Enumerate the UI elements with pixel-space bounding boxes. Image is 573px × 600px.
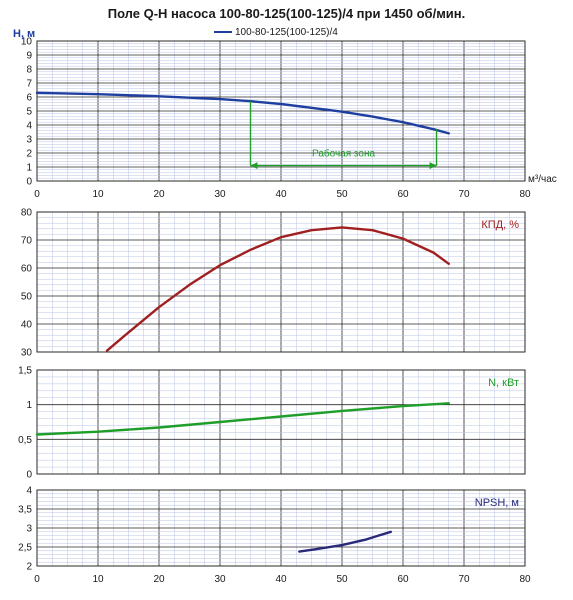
y-tick-label: 70 bbox=[21, 236, 33, 247]
x-tick-label: 0 bbox=[34, 574, 40, 585]
x-tick-label: 30 bbox=[214, 574, 226, 585]
work-zone-arrow-right bbox=[429, 162, 437, 170]
panel-0 bbox=[35, 40, 526, 182]
panel-frame bbox=[36, 211, 526, 353]
x-tick-label: 10 bbox=[92, 574, 104, 585]
panel-frame bbox=[36, 489, 526, 567]
panel-label: NPSH, м bbox=[475, 497, 519, 509]
series-line bbox=[35, 91, 450, 135]
y-tick-label: 60 bbox=[21, 264, 33, 275]
panel-frame bbox=[36, 40, 526, 182]
y-tick-label: 50 bbox=[21, 292, 33, 303]
y-tick-label: 0 bbox=[26, 470, 32, 481]
y-axis-label: H, м bbox=[13, 28, 35, 40]
x-tick-label: 40 bbox=[275, 189, 287, 200]
y-tick-label: 2 bbox=[26, 562, 32, 573]
x-tick-label: 30 bbox=[214, 189, 226, 200]
y-tick-label: 1 bbox=[26, 163, 32, 174]
x-tick-label: 60 bbox=[397, 574, 409, 585]
panel-frame bbox=[36, 369, 526, 475]
legend: 100-80-125(100-125)/4 bbox=[214, 27, 338, 38]
x-tick-label: 40 bbox=[275, 574, 287, 585]
legend-swatch bbox=[214, 31, 232, 34]
panel-2 bbox=[35, 369, 526, 475]
legend-label: 100-80-125(100-125)/4 bbox=[235, 27, 338, 38]
y-tick-label: 0 bbox=[26, 177, 32, 188]
panel-label: КПД, % bbox=[481, 219, 519, 231]
y-tick-label: 2 bbox=[26, 149, 32, 160]
x-tick-label: 20 bbox=[153, 574, 165, 585]
y-tick-label: 0,5 bbox=[18, 435, 32, 446]
y-tick-label: 7 bbox=[26, 79, 32, 90]
y-tick-label: 6 bbox=[26, 93, 32, 104]
panel-1 bbox=[36, 211, 526, 353]
x-tick-label: 10 bbox=[92, 189, 104, 200]
chart-title: Поле Q-H насоса 100-80-125(100-125)/4 пр… bbox=[107, 6, 466, 21]
y-tick-label: 80 bbox=[21, 208, 33, 219]
y-tick-label: 3 bbox=[26, 135, 32, 146]
panel-label: N, кВт bbox=[488, 377, 519, 389]
series-line bbox=[105, 226, 450, 352]
work-zone-label: Рабочая зона bbox=[312, 148, 375, 160]
y-tick-label: 9 bbox=[26, 51, 32, 62]
y-tick-label: 30 bbox=[21, 348, 33, 359]
x-unit-label: м³/час bbox=[528, 174, 557, 185]
y-tick-label: 4 bbox=[26, 486, 32, 497]
x-tick-label: 60 bbox=[397, 189, 409, 200]
work-zone-arrow-left bbox=[250, 162, 258, 170]
panel-3 bbox=[36, 489, 526, 567]
x-tick-label: 0 bbox=[34, 189, 40, 200]
x-tick-label: 50 bbox=[336, 574, 348, 585]
y-tick-label: 3,5 bbox=[18, 505, 32, 516]
y-tick-label: 5 bbox=[26, 107, 32, 118]
x-tick-label: 80 bbox=[519, 574, 531, 585]
x-tick-label: 70 bbox=[458, 574, 470, 585]
x-tick-label: 80 bbox=[519, 189, 531, 200]
y-tick-label: 1 bbox=[26, 400, 32, 411]
x-tick-label: 50 bbox=[336, 189, 348, 200]
y-tick-label: 2,5 bbox=[18, 543, 32, 554]
series-line bbox=[298, 530, 392, 553]
y-tick-label: 3 bbox=[26, 524, 32, 535]
x-tick-label: 20 bbox=[153, 189, 165, 200]
y-tick-label: 4 bbox=[26, 121, 32, 132]
series-line bbox=[35, 402, 450, 436]
x-tick-label: 70 bbox=[458, 189, 470, 200]
y-tick-label: 40 bbox=[21, 320, 33, 331]
y-tick-label: 8 bbox=[26, 65, 32, 76]
y-tick-label: 1,5 bbox=[18, 366, 32, 377]
y-tick-label: 10 bbox=[21, 37, 33, 48]
